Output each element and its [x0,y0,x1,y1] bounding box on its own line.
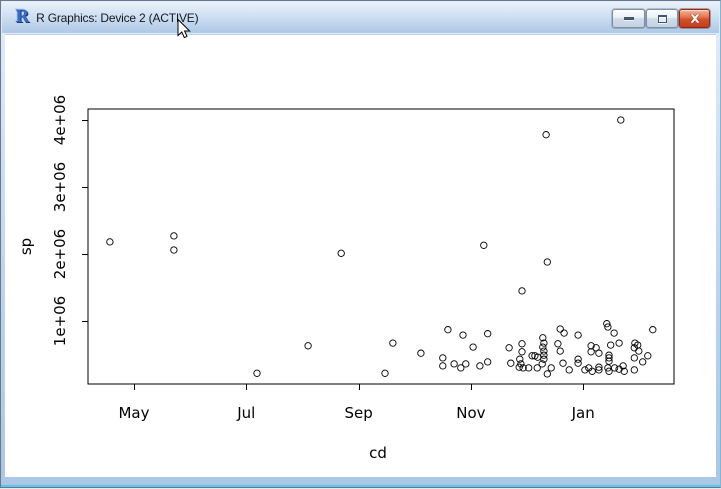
plot-canvas [5,34,716,477]
close-icon [690,14,700,23]
window-controls [612,9,710,28]
restore-icon [658,15,667,23]
minimize-button[interactable] [612,9,645,28]
window-title: R Graphics: Device 2 (ACTIVE) [36,11,198,25]
r-logo-icon: R [15,9,29,26]
restore-button[interactable] [646,9,678,28]
title-bar[interactable]: R R Graphics: Device 2 (ACTIVE) [2,2,719,33]
close-button[interactable] [679,9,710,28]
minimize-icon [624,17,634,20]
